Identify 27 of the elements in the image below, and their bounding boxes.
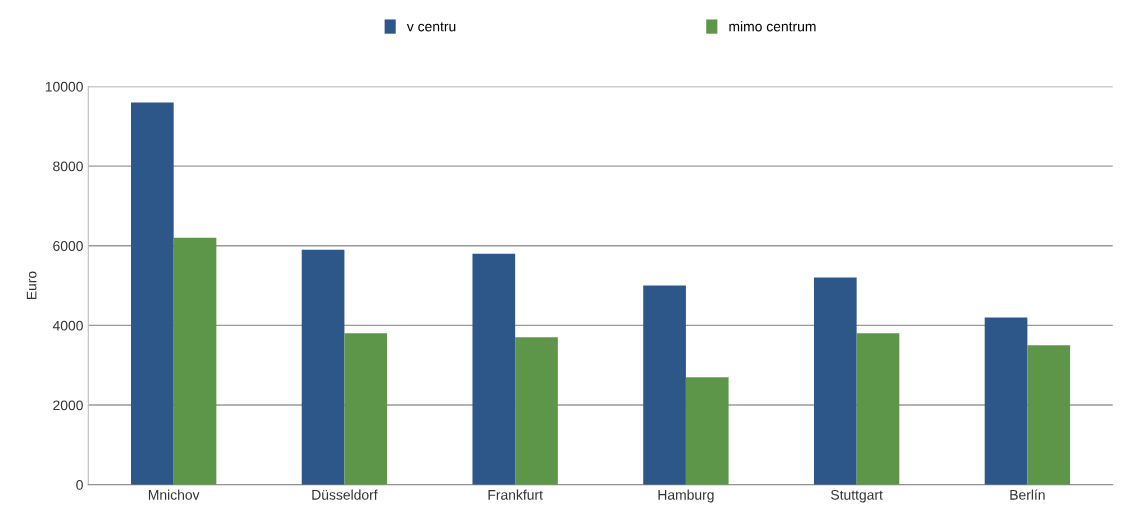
y-tick-label: 8000 (53, 161, 83, 172)
y-tick-label: 10000 (45, 81, 83, 92)
bar (130, 102, 174, 485)
bar (685, 377, 729, 485)
bar (856, 333, 900, 485)
bar (173, 237, 217, 485)
bar (344, 333, 388, 485)
bar (301, 249, 345, 485)
legend-label: mimo centrum (729, 21, 816, 32)
y-tick-label: 6000 (53, 241, 83, 251)
x-tick-label: Mnichov (148, 489, 200, 500)
x-tick-label: Berlín (1010, 489, 1045, 500)
x-tick-label: Düsseldorf (312, 489, 378, 500)
x-tick-label: Frankfurt (488, 489, 543, 500)
bar (472, 253, 516, 485)
x-tick-label: Stuttgart (831, 489, 883, 503)
bar (515, 337, 558, 485)
y-axis-title: Euro (26, 271, 37, 300)
y-tick-label: 2000 (53, 400, 83, 411)
y-tick-label: 0 (76, 480, 83, 490)
bar (813, 277, 857, 485)
bar (984, 317, 1028, 485)
bar (643, 285, 686, 485)
y-tick-label: 4000 (52, 320, 83, 331)
legend-label: v centru (406, 22, 456, 32)
x-tick-label: Hamburg (658, 489, 714, 503)
bar (1027, 345, 1071, 485)
